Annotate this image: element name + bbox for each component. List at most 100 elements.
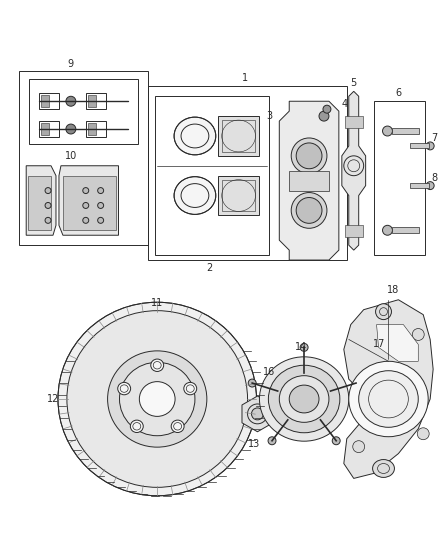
Circle shape [98,217,104,223]
Bar [28,176,51,230]
Bar [382,360,400,364]
Ellipse shape [359,371,418,427]
Circle shape [268,437,276,445]
Bar [39,93,59,109]
Text: 2: 2 [207,263,213,273]
Ellipse shape [279,376,329,422]
Circle shape [45,188,51,193]
Circle shape [296,143,322,169]
Ellipse shape [349,361,428,437]
Ellipse shape [131,420,143,432]
Circle shape [66,124,76,134]
Circle shape [319,111,329,121]
Bar [392,128,419,134]
Ellipse shape [118,382,131,395]
Polygon shape [342,91,366,250]
Circle shape [66,96,76,106]
Ellipse shape [289,385,319,413]
Text: 6: 6 [396,88,402,98]
Ellipse shape [139,382,175,416]
Bar [63,176,116,230]
Circle shape [382,126,392,136]
Bar [148,86,347,260]
Text: 13: 13 [248,439,261,449]
Text: 18: 18 [387,285,399,295]
Text: 9: 9 [68,59,74,69]
Circle shape [332,437,340,445]
Text: 11: 11 [151,298,163,308]
Bar [155,96,269,255]
Ellipse shape [259,357,349,441]
Circle shape [98,188,104,193]
Text: 14: 14 [295,342,307,352]
Text: 5: 5 [350,78,357,88]
Bar [410,143,429,148]
Ellipse shape [174,117,216,155]
Circle shape [382,225,392,235]
Bar [218,176,259,215]
Ellipse shape [58,302,257,496]
Bar [222,120,255,152]
Text: 3: 3 [266,111,272,121]
Circle shape [296,198,322,223]
Bar [410,183,429,188]
Bar [41,123,49,135]
Circle shape [291,192,327,228]
Text: 1: 1 [241,74,247,83]
Bar [39,121,59,137]
Circle shape [352,379,360,387]
Circle shape [375,304,392,320]
Circle shape [417,428,429,440]
Circle shape [426,142,434,150]
Circle shape [426,182,434,190]
Bar [374,101,425,255]
Circle shape [98,203,104,208]
Text: 17: 17 [373,340,386,350]
Circle shape [83,188,89,193]
Circle shape [412,328,424,341]
Circle shape [323,105,331,113]
Circle shape [353,441,365,453]
Polygon shape [242,396,273,432]
Polygon shape [377,325,418,361]
Bar [345,225,363,237]
Ellipse shape [108,351,207,447]
Bar [29,79,138,144]
Bar [392,227,419,233]
Bar [88,123,95,135]
Ellipse shape [373,459,395,478]
Bar [345,116,363,128]
Polygon shape [279,101,339,260]
Bar [222,180,255,212]
Ellipse shape [67,311,247,487]
Ellipse shape [151,359,164,372]
Circle shape [248,379,256,387]
Ellipse shape [171,420,184,432]
Polygon shape [59,166,119,235]
Circle shape [300,343,308,351]
Ellipse shape [184,382,197,395]
Ellipse shape [268,365,340,433]
Text: 10: 10 [65,151,77,161]
Bar [86,93,106,109]
Circle shape [45,217,51,223]
Text: 4: 4 [342,99,348,109]
Bar [41,95,49,107]
Ellipse shape [174,176,216,214]
Bar [218,116,259,156]
Bar [86,121,106,137]
Circle shape [291,138,327,174]
Polygon shape [26,166,56,235]
Circle shape [370,356,384,369]
Text: 12: 12 [47,394,59,404]
Bar [88,95,95,107]
Text: 7: 7 [431,133,437,143]
Bar [19,71,148,245]
Circle shape [45,203,51,208]
Circle shape [83,217,89,223]
Circle shape [83,203,89,208]
Text: 16: 16 [263,367,276,377]
Bar [289,171,329,191]
Circle shape [251,408,263,420]
Ellipse shape [120,362,195,436]
